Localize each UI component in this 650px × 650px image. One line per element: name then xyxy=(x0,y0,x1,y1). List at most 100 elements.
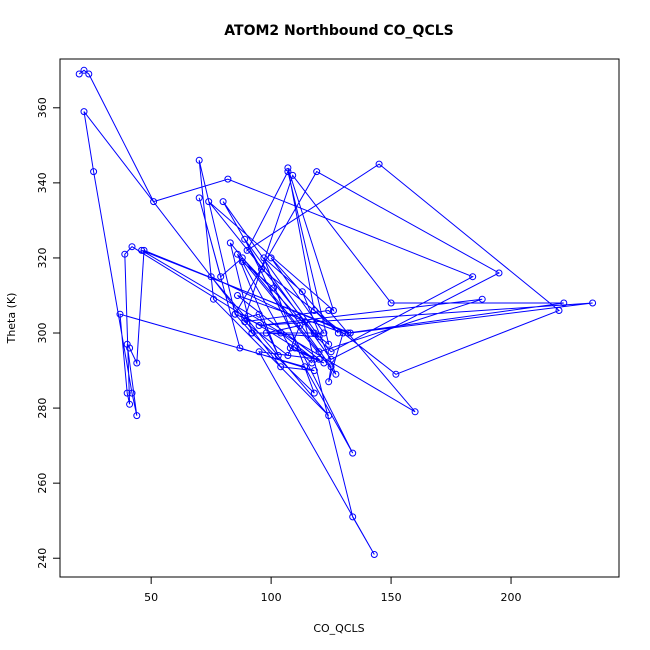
data-point xyxy=(325,307,333,314)
data-point xyxy=(128,243,136,251)
data-point xyxy=(260,254,268,262)
data-point xyxy=(286,344,294,352)
data-point xyxy=(291,344,299,352)
x-tick-label: 200 xyxy=(501,591,522,604)
data-point xyxy=(80,108,88,116)
data-point xyxy=(236,344,244,352)
data-point xyxy=(327,355,335,363)
data-point xyxy=(126,400,134,408)
data-point xyxy=(224,175,232,183)
data-point xyxy=(310,355,318,363)
x-tick-label: 150 xyxy=(381,591,402,604)
y-axis-title: Theta (K) xyxy=(5,293,18,345)
data-point xyxy=(334,329,342,337)
data-point xyxy=(339,329,347,337)
data-point xyxy=(310,367,318,375)
data-point xyxy=(255,322,263,329)
data-point xyxy=(327,348,335,356)
data-point xyxy=(195,194,203,202)
data-point xyxy=(325,340,333,348)
data-points xyxy=(75,66,597,558)
data-point xyxy=(298,288,306,296)
data-point xyxy=(231,310,239,318)
data-point xyxy=(370,551,378,558)
data-point xyxy=(315,348,323,356)
y-tick-label: 320 xyxy=(36,247,49,268)
data-point xyxy=(325,412,333,420)
data-point xyxy=(495,269,503,277)
data-point xyxy=(75,70,83,78)
data-point xyxy=(392,370,400,378)
data-point xyxy=(90,168,98,176)
data-point xyxy=(320,329,328,337)
data-point xyxy=(234,250,241,258)
data-point xyxy=(387,299,395,307)
data-point xyxy=(315,355,323,363)
data-point xyxy=(301,363,309,371)
data-point xyxy=(315,333,323,341)
data-point xyxy=(284,352,292,359)
data-point xyxy=(133,359,141,367)
data-point xyxy=(219,198,227,206)
data-point xyxy=(128,389,136,397)
data-point xyxy=(238,258,246,266)
data-point xyxy=(310,389,318,397)
data-point xyxy=(150,198,158,206)
data-point xyxy=(210,295,217,303)
x-axis: 50 100 150 200 xyxy=(144,577,522,604)
y-axis: 240 260 280 300 320 340 360 xyxy=(36,97,60,569)
data-point xyxy=(284,168,292,176)
data-point xyxy=(241,314,249,322)
data-point xyxy=(301,318,309,326)
y-tick-label: 360 xyxy=(36,97,49,118)
data-point xyxy=(241,235,249,243)
data-point xyxy=(238,254,246,262)
data-point xyxy=(284,164,292,172)
data-point xyxy=(258,265,265,273)
data-point xyxy=(140,246,148,254)
plot-frame xyxy=(59,58,620,578)
data-point xyxy=(241,318,249,326)
data-point xyxy=(123,389,131,397)
data-point xyxy=(313,168,321,176)
x-tick-label: 50 xyxy=(144,591,158,604)
series-line xyxy=(78,69,593,555)
data-point xyxy=(332,370,340,378)
y-tick-label: 260 xyxy=(36,473,49,494)
data-point xyxy=(320,359,328,367)
data-point xyxy=(267,254,275,262)
data-point xyxy=(349,449,357,457)
data-point xyxy=(346,329,354,337)
data-point xyxy=(589,299,597,307)
data-point xyxy=(277,363,285,371)
data-point xyxy=(296,322,304,329)
y-tick-label: 300 xyxy=(36,323,49,344)
data-point xyxy=(217,273,225,281)
data-point xyxy=(277,329,285,337)
data-point xyxy=(411,408,419,416)
data-point xyxy=(116,310,124,318)
data-point xyxy=(344,329,352,337)
data-point xyxy=(555,307,563,314)
data-point xyxy=(205,198,213,206)
chart-title: ATOM2 Northbound CO_QCLS xyxy=(224,23,453,39)
data-point xyxy=(226,239,234,247)
data-point xyxy=(469,273,477,281)
data-point xyxy=(255,310,263,318)
x-axis-title: CO_QCLS xyxy=(313,622,364,635)
y-tick-label: 280 xyxy=(36,398,49,419)
data-point xyxy=(308,359,316,367)
data-point xyxy=(330,307,337,314)
data-point xyxy=(121,250,129,258)
data-point xyxy=(349,513,357,521)
data-point xyxy=(255,348,263,356)
data-point xyxy=(560,299,568,307)
data-point xyxy=(133,412,141,420)
data-point xyxy=(310,329,318,337)
data-point xyxy=(478,295,486,303)
data-point xyxy=(262,329,270,337)
data-point xyxy=(85,70,93,78)
y-tick-label: 340 xyxy=(36,172,49,193)
data-point xyxy=(274,352,282,359)
data-point xyxy=(234,292,241,299)
